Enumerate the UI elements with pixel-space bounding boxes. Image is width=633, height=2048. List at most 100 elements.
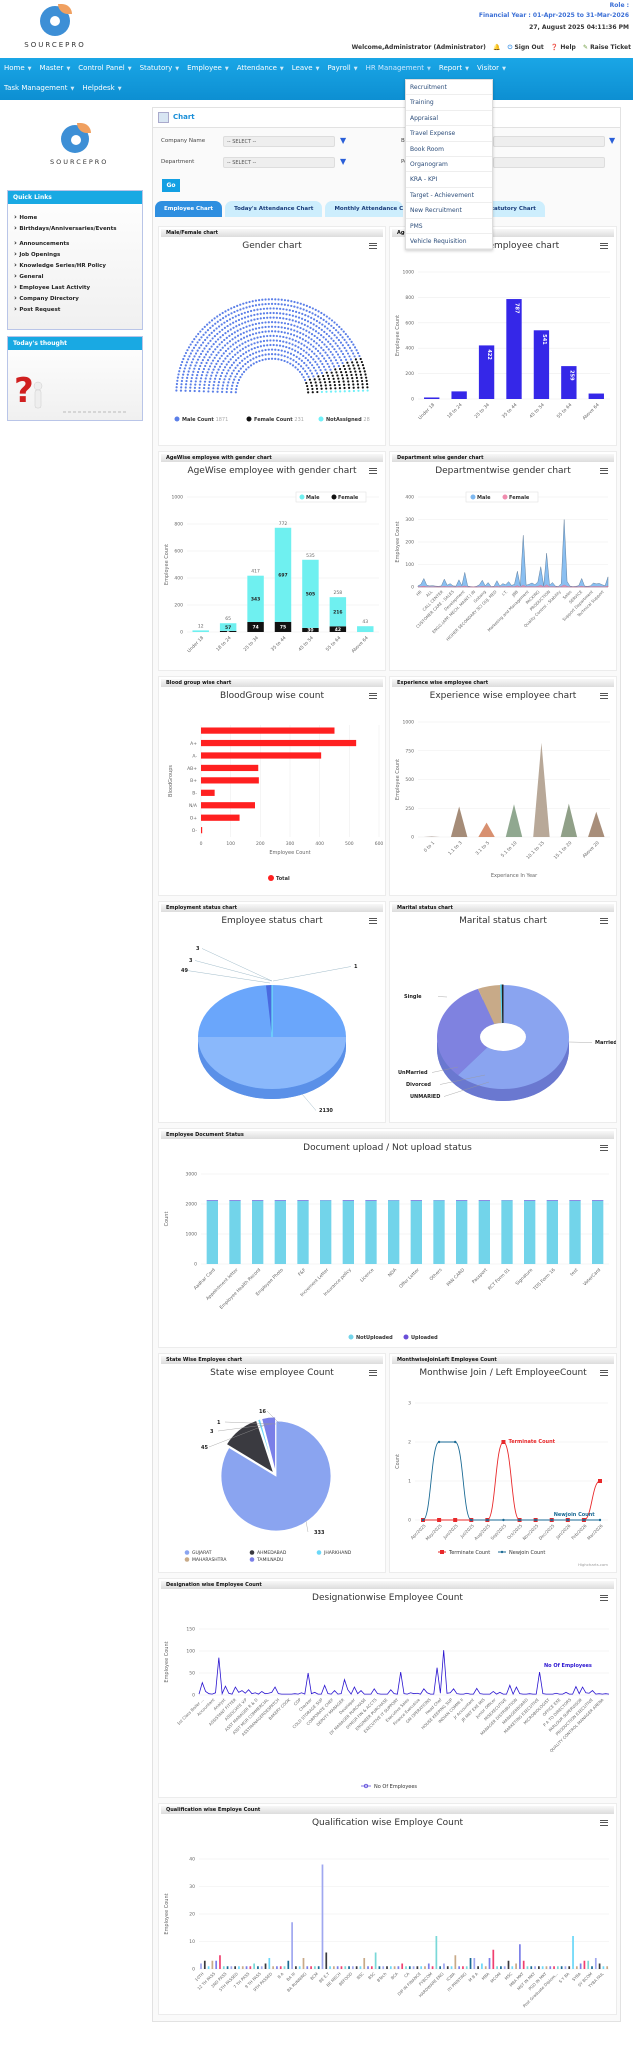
dropdown-item-kra-kpi[interactable]: KRA - KPI: [406, 172, 492, 188]
nav-payroll[interactable]: Payroll ▼: [323, 64, 361, 72]
nav-employee[interactable]: Employee ▼: [183, 64, 233, 72]
tab-monthly-attendance-chart[interactable]: Monthly Attendance Chart: [325, 201, 404, 217]
gender-dot: [354, 358, 357, 361]
donut-slice: [477, 985, 503, 1025]
quick-link[interactable]: Announcements: [14, 238, 142, 249]
chart-menu-icon[interactable]: [369, 468, 377, 474]
chart-menu-icon[interactable]: [600, 1820, 608, 1826]
sign-out-link[interactable]: ⏻ Sign Out: [508, 44, 544, 51]
nav-visitor[interactable]: Visitor ▼: [473, 64, 510, 72]
nav-attendance[interactable]: Attendance ▼: [233, 64, 288, 72]
chart-menu-icon[interactable]: [600, 1595, 608, 1601]
period-select[interactable]: [493, 157, 605, 168]
gender-dot: [347, 383, 350, 386]
slice-label: UNMARIED: [410, 1094, 440, 1100]
chart-menu-icon[interactable]: [369, 693, 377, 699]
quick-link[interactable]: Post Request: [14, 304, 142, 315]
nav-helpdesk[interactable]: Helpdesk ▼: [78, 84, 125, 92]
tab-today-s-attendance-chart[interactable]: Today's Attendance Chart: [225, 201, 323, 217]
gender-dot: [257, 322, 261, 325]
legend-marker: [403, 1334, 409, 1340]
dropdown-item-book-room[interactable]: Book Room: [406, 142, 492, 157]
gender-dot: [314, 369, 317, 372]
dropdown-item-organogram[interactable]: Organogram: [406, 157, 492, 173]
quick-link[interactable]: Employee Last Activity: [14, 282, 142, 293]
nav-task-management[interactable]: Task Management ▼: [0, 84, 78, 92]
bar: [359, 1966, 362, 1969]
dropdown-item-appraisal[interactable]: Appraisal: [406, 111, 492, 127]
department-select[interactable]: -- SELECT --: [223, 157, 335, 168]
company-logo[interactable]: SOURCEPRO: [20, 4, 90, 54]
gender-dot: [331, 374, 334, 377]
gender-dot: [365, 382, 369, 386]
nav-statutory[interactable]: Statutory ▼: [136, 64, 184, 72]
y-axis-label: Employee Count: [395, 521, 401, 562]
dropdown-item-target-achievement[interactable]: Target - Achievement: [406, 188, 492, 204]
quick-link[interactable]: General: [14, 271, 142, 282]
gender-dot: [177, 373, 180, 376]
nav-home[interactable]: Home ▼: [0, 64, 36, 72]
label-connector: [208, 1423, 269, 1448]
tab-statutory-chart[interactable]: Statutory Chart: [478, 201, 545, 217]
bar: [253, 1963, 255, 1969]
nav-report[interactable]: Report ▼: [435, 64, 473, 72]
chart-menu-icon[interactable]: [600, 1145, 608, 1151]
gender-dot: [203, 383, 206, 386]
chart-menu-icon[interactable]: [369, 918, 377, 924]
gender-dot: [198, 386, 201, 390]
help-link[interactable]: ❓ Help: [551, 44, 576, 51]
dropdown-item-new-recruitment[interactable]: New Recruitment: [406, 203, 492, 219]
dropdown-item-vehicle-requisition[interactable]: Vehicle Requisition: [406, 234, 492, 250]
gender-dot: [198, 346, 201, 349]
gender-dot: [320, 334, 323, 337]
gender-dot: [217, 381, 221, 384]
gender-dot: [241, 359, 244, 362]
company-filter-icon[interactable]: ▼: [340, 136, 347, 145]
raise-ticket-link[interactable]: ✎ Raise Ticket: [583, 44, 631, 51]
nav-control-panel[interactable]: Control Panel ▼: [74, 64, 135, 72]
gender-dot: [182, 373, 185, 376]
dropdown-item-pms[interactable]: PMS: [406, 219, 492, 234]
data-label: 259: [568, 370, 574, 381]
chart-menu-icon[interactable]: [600, 918, 608, 924]
bar-male: [329, 597, 347, 627]
dropdown-item-recruitment[interactable]: Recruitment: [406, 80, 492, 96]
chart-menu-icon[interactable]: [600, 243, 608, 249]
go-button[interactable]: Go: [162, 179, 180, 192]
tab-employee-chart[interactable]: Employee Chart: [155, 201, 223, 217]
bar: [321, 1864, 324, 1969]
dropdown-item-training[interactable]: Training: [406, 95, 492, 111]
y-tick-label: A-: [192, 753, 197, 759]
quick-link[interactable]: Birthdays/Anniversaries/Events: [14, 223, 142, 234]
chart-menu-icon[interactable]: [369, 1370, 377, 1376]
bar: [367, 1966, 369, 1969]
branch-filter-icon[interactable]: ▼: [609, 136, 616, 145]
gender-dot: [315, 384, 318, 387]
gender-dot: [239, 349, 242, 352]
gender-dot: [312, 358, 315, 361]
quick-link[interactable]: Company Directory: [14, 293, 142, 304]
gender-dot: [253, 342, 256, 345]
bar-notuploaded: [274, 1200, 286, 1264]
bar: [575, 1966, 578, 1969]
gender-dot: [238, 323, 241, 326]
chart-menu-icon[interactable]: [600, 693, 608, 699]
nav-hr-management[interactable]: HR Management ▼: [362, 64, 435, 72]
quick-link[interactable]: Home: [14, 212, 142, 223]
chart-menu-icon[interactable]: [600, 1370, 608, 1376]
department-filter-icon[interactable]: ▼: [340, 157, 347, 166]
chart-menu-icon[interactable]: [369, 243, 377, 249]
bell-icon[interactable]: 🔔: [493, 44, 501, 51]
gender-dot: [320, 328, 323, 331]
gender-dot: [236, 309, 239, 312]
gender-dot: [227, 347, 230, 350]
nav-leave[interactable]: Leave ▼: [288, 64, 324, 72]
quick-link[interactable]: Job Openings: [14, 249, 142, 260]
dropdown-item-travel-expense[interactable]: Travel Expense: [406, 126, 492, 142]
quick-link[interactable]: Knowledge Series/HR Policy: [14, 260, 142, 271]
nav-master[interactable]: Master ▼: [36, 64, 75, 72]
company-select[interactable]: -- SELECT --: [223, 136, 335, 147]
chart-menu-icon[interactable]: [600, 468, 608, 474]
branch-select[interactable]: [493, 136, 605, 147]
